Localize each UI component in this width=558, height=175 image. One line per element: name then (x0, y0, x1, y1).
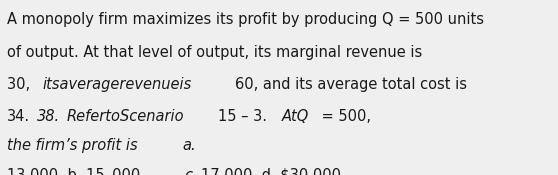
Text: 15 – 3.: 15 – 3. (218, 109, 267, 124)
Text: 17,000. d. $30,000.: 17,000. d. $30,000. (201, 168, 346, 175)
Text: of output. At that level of output, its marginal revenue is: of output. At that level of output, its … (7, 45, 422, 60)
Text: itsaveragerevenueis: itsaveragerevenueis (42, 77, 192, 92)
Text: 38.: 38. (36, 109, 60, 124)
Text: a.: a. (182, 138, 195, 153)
Text: the firm’s profit is: the firm’s profit is (7, 138, 137, 153)
Text: = 500,: = 500, (316, 109, 371, 124)
Text: AtQ: AtQ (281, 109, 309, 124)
Text: 13,000. b. 15, 000.: 13,000. b. 15, 000. (7, 168, 145, 175)
Text: c.: c. (185, 168, 198, 175)
Text: 60, and its average total cost is: 60, and its average total cost is (235, 77, 467, 92)
Text: 30,: 30, (7, 77, 35, 92)
Text: A monopoly firm maximizes its profit by producing Q = 500 units: A monopoly firm maximizes its profit by … (7, 12, 484, 27)
Text: 34.: 34. (7, 109, 30, 124)
Text: RefertoScenario: RefertoScenario (66, 109, 184, 124)
